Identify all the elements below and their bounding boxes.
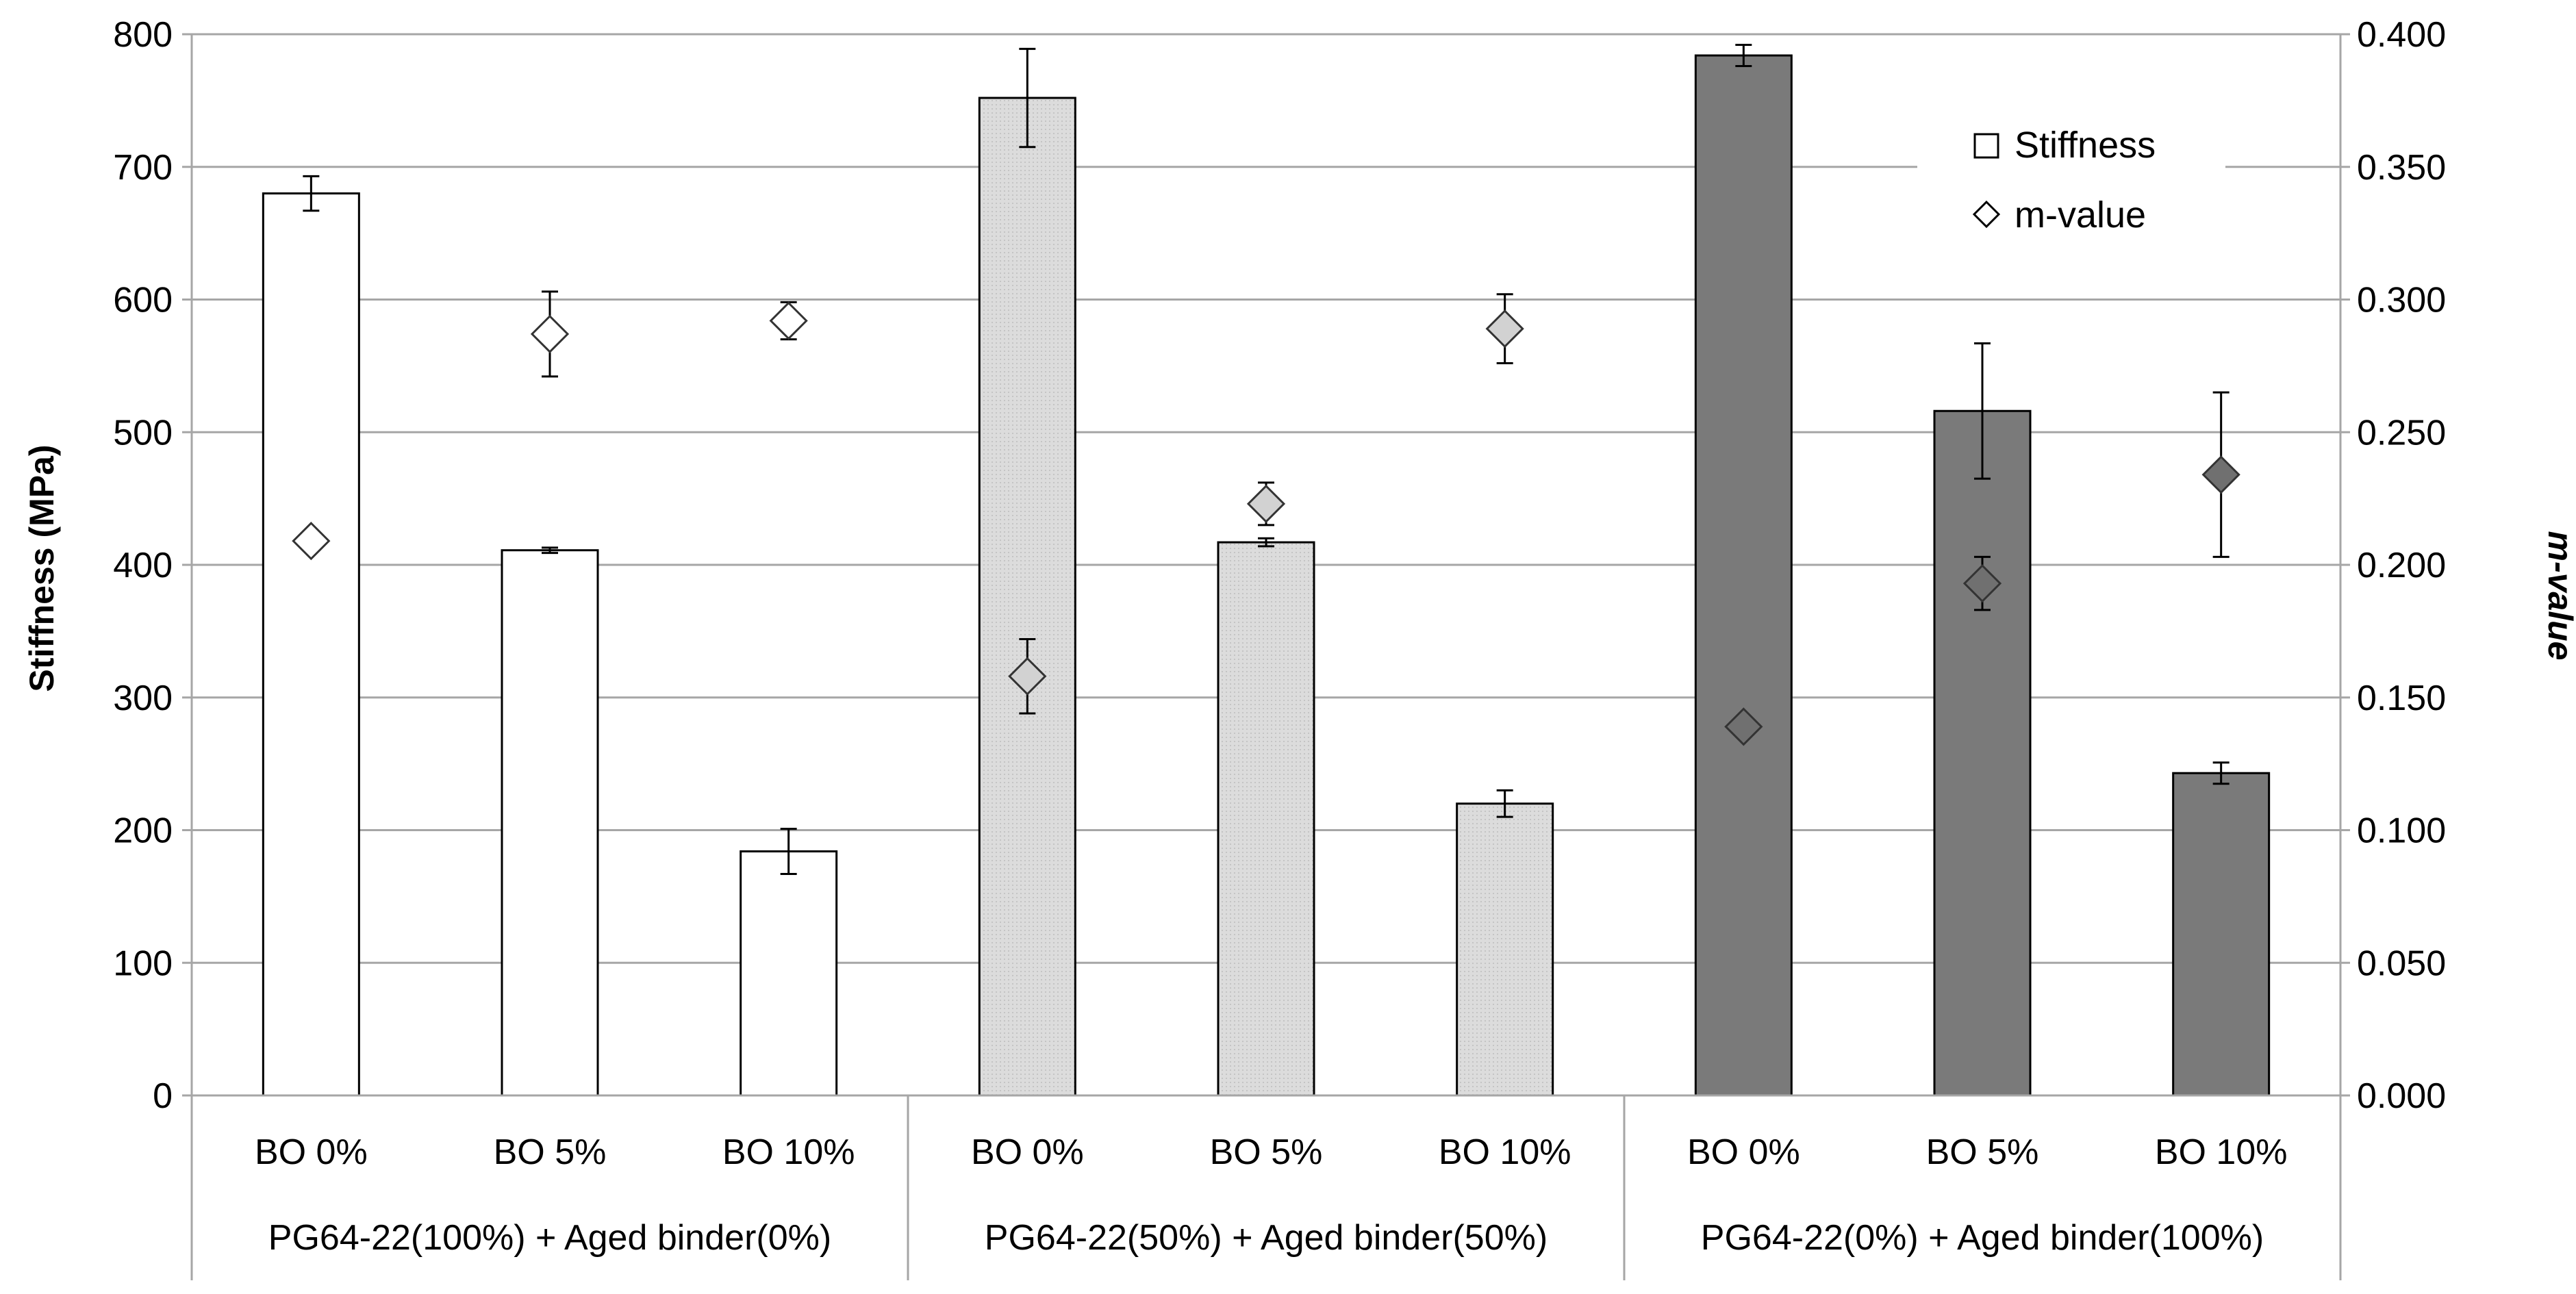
y-tick-label: 0 [153, 1076, 173, 1116]
stiffness-bar [1933, 409, 2032, 1097]
stiffness-bar [1456, 802, 1554, 1097]
legend-stiffness-label: Stiffness [2015, 125, 2156, 166]
y2-tick-label: 0.250 [2357, 413, 2446, 453]
legend: Stiffness m-value [1917, 116, 2225, 253]
stiffness-bar [740, 850, 838, 1097]
legend-m-value-label: m-value [2015, 194, 2146, 236]
legend-stiffness-swatch [1973, 133, 1999, 159]
y-tick-label: 500 [113, 413, 173, 453]
x-group-label: PG64-22(50%) + Aged binder(50%) [985, 1218, 1548, 1258]
x-category-label: BO 10% [1439, 1132, 1571, 1172]
m-value-marker [1485, 309, 1524, 348]
stiffness-bar [262, 192, 360, 1097]
x-category-label: BO 0% [255, 1132, 368, 1172]
m-value-marker [1962, 564, 2002, 603]
m-value-marker [1246, 484, 1286, 523]
y-tick-label: 700 [113, 148, 173, 188]
m-value-marker [1724, 707, 1763, 746]
m-value-marker [769, 301, 808, 340]
x-group-label: PG64-22(100%) + Aged binder(0%) [268, 1218, 831, 1258]
stiffness-bar [978, 97, 1076, 1097]
y2-axis-title: m-value [2541, 531, 2576, 661]
y2-tick-label: 0.300 [2357, 281, 2446, 320]
axes: 0 100 200 300 400 500 600 700 800 0.000 0.050 0.100… [113, 15, 2446, 1280]
x-category-label: BO 10% [722, 1132, 855, 1172]
y2-tick-label: 0.400 [2357, 15, 2446, 55]
y-tick-label: 800 [113, 15, 173, 55]
y2-tick-label: 0.000 [2357, 1076, 2446, 1116]
y2-tick-label: 0.100 [2357, 811, 2446, 851]
stiffness-bars [262, 44, 2271, 1097]
stiffness-bar [1694, 54, 1793, 1097]
legend-background [1917, 116, 2225, 253]
x-category-label: BO 0% [1687, 1132, 1800, 1172]
m-value-marker [2201, 455, 2240, 494]
y2-tick-label: 0.050 [2357, 943, 2446, 983]
x-category-label: BO 5% [1210, 1132, 1323, 1172]
y-tick-label: 600 [113, 281, 173, 320]
y-tick-label: 200 [113, 811, 173, 851]
m-value-marker [1008, 657, 1047, 696]
y-tick-label: 300 [113, 678, 173, 718]
x-category-label: BO 0% [971, 1132, 1084, 1172]
m-value-markers [292, 290, 2240, 746]
m-value-marker [530, 314, 570, 353]
m-value-marker [292, 522, 331, 561]
x-category-label: BO 10% [2155, 1132, 2288, 1172]
x-group-label: PG64-22(0%) + Aged binder(100%) [1701, 1218, 2264, 1258]
y2-tick-label: 0.350 [2357, 148, 2446, 188]
stiffness-bar [1217, 541, 1315, 1097]
x-category-label: BO 5% [1926, 1132, 2039, 1172]
y-tick-label: 400 [113, 546, 173, 585]
y-axis-title: Stiffness (MPa) [23, 444, 61, 692]
stiffness-bar [501, 549, 599, 1097]
y2-tick-label: 0.200 [2357, 546, 2446, 585]
stiffness-bar [2172, 772, 2271, 1097]
y-tick-label: 100 [113, 943, 173, 983]
legend-m-value-swatch [1972, 200, 2001, 229]
x-category-label: BO 5% [494, 1132, 607, 1172]
y2-tick-label: 0.150 [2357, 678, 2446, 718]
